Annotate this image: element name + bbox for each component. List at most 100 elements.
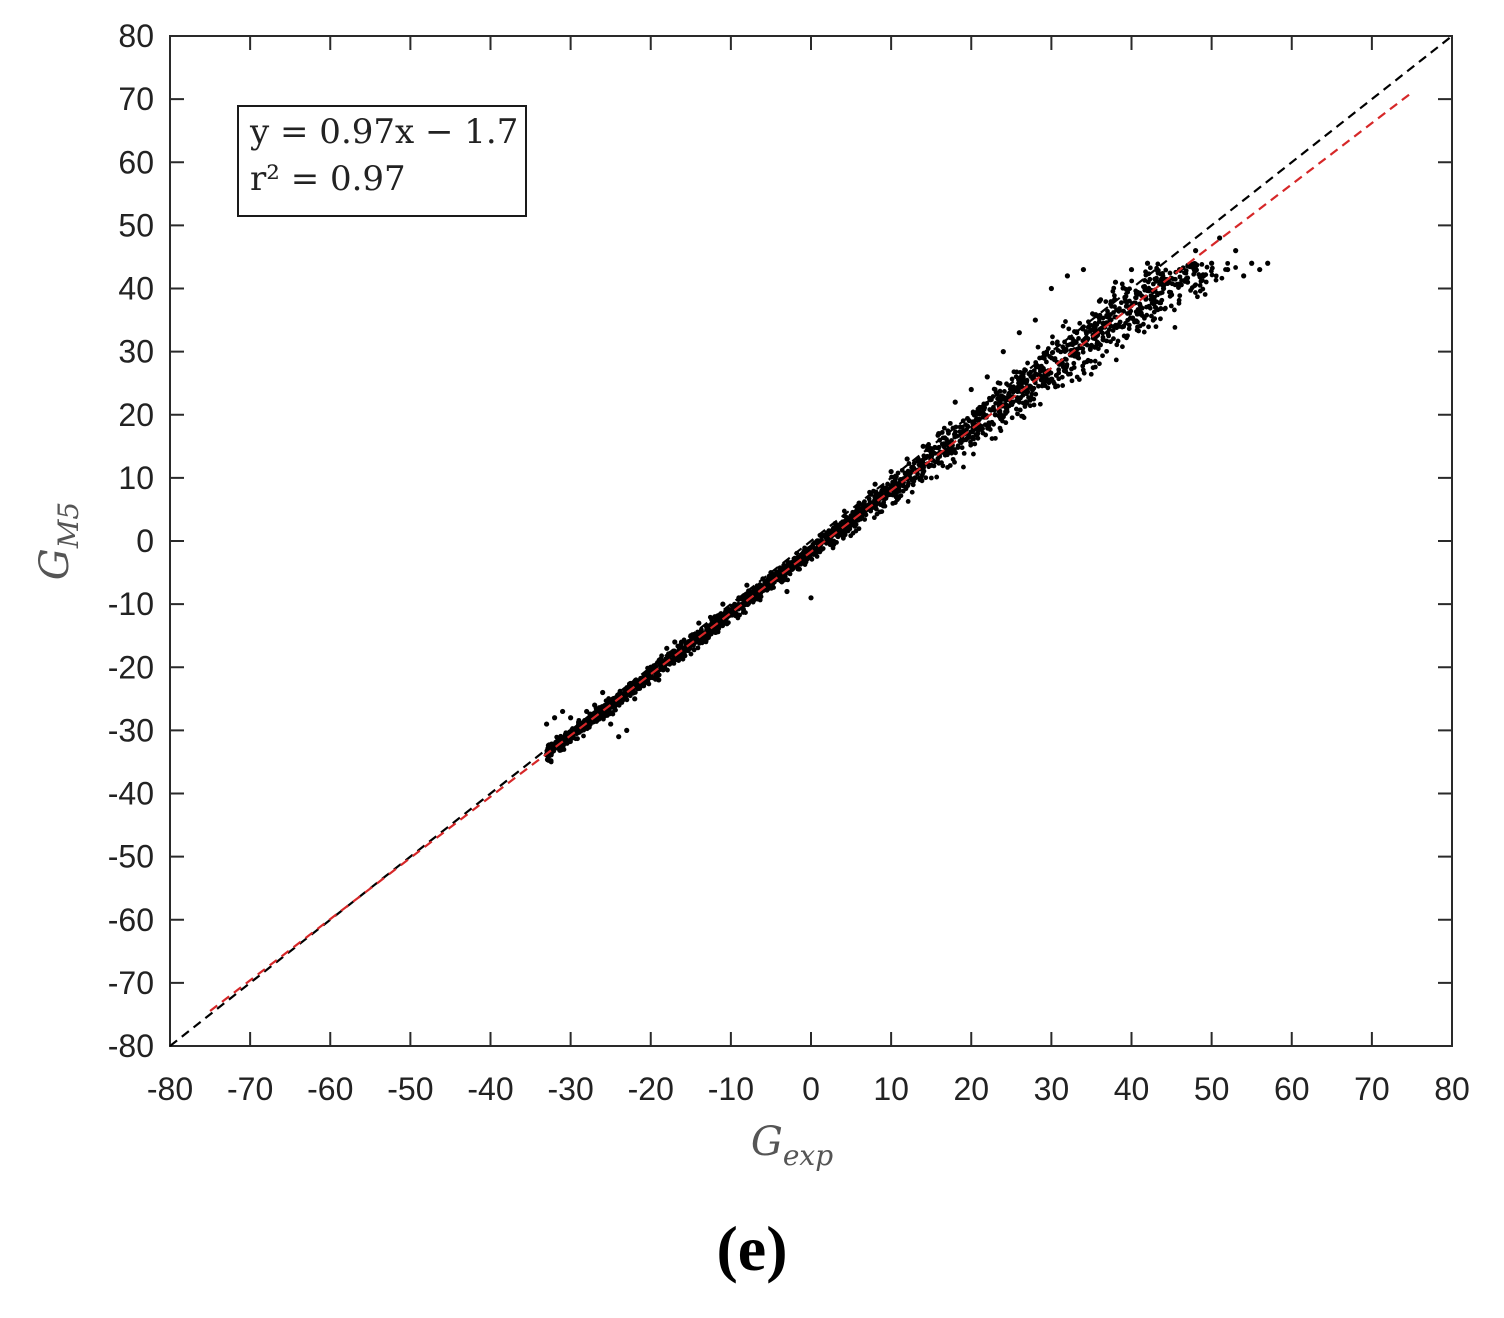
x-tick-labels: -80 -70 -60 -50 -40 -30 -20 -10 0 10 20 30 40 50 60 70 8…: [147, 1071, 1470, 1107]
scatter-point: [784, 562, 790, 568]
scatter-point: [1123, 303, 1129, 309]
scatter-point: [1093, 312, 1099, 317]
scatter-point: [910, 466, 916, 472]
scatter-point: [851, 519, 856, 525]
scatter-point: [935, 433, 941, 438]
scatter-point: [1076, 336, 1081, 341]
scatter-point: [1249, 260, 1255, 266]
scatter-point: [952, 399, 958, 405]
scatter-point: [885, 481, 890, 487]
scatter-point: [1003, 420, 1009, 426]
scatter-point: [1177, 274, 1183, 280]
scatter-point: [1056, 376, 1062, 382]
legend-box: y = 0.97x − 1.7 r² = 0.97: [237, 105, 527, 217]
scatter-point: [1191, 271, 1197, 277]
scatter-point: [1172, 276, 1178, 282]
scatter-point: [1088, 358, 1094, 364]
scatter-point: [1027, 403, 1033, 409]
scatter-point: [568, 715, 574, 721]
x-tick-label: 10: [873, 1071, 909, 1107]
scatter-point: [923, 475, 929, 481]
scatter-point: [957, 438, 963, 444]
scatter-point: [838, 532, 844, 538]
scatter-point: [1108, 317, 1114, 323]
scatter-point: [1060, 383, 1066, 388]
scatter-point: [968, 386, 974, 393]
scatter-point: [1146, 324, 1151, 330]
scatter-point: [850, 530, 856, 536]
scatter-point: [1202, 292, 1208, 297]
x-tick-label: 70: [1354, 1071, 1390, 1107]
scatter-point: [573, 736, 579, 742]
scatter-point: [576, 717, 582, 723]
scatter-point: [1000, 349, 1006, 355]
scatter-point: [1132, 319, 1137, 325]
scatter-point: [1133, 295, 1139, 301]
scatter-point: [1140, 321, 1146, 327]
scatter-point: [713, 629, 719, 635]
scatter-point: [1144, 312, 1150, 318]
scatter-point: [1013, 388, 1019, 394]
scatter-point: [560, 708, 566, 715]
scatter-point: [1104, 348, 1110, 354]
scatter-point: [997, 398, 1003, 404]
scatter-point: [604, 713, 610, 718]
scatter-point: [971, 436, 977, 442]
x-tick-label: -80: [147, 1071, 193, 1107]
scatter-point: [813, 550, 819, 556]
scatter-point: [1133, 291, 1139, 297]
scatter-point: [1028, 384, 1034, 390]
x-tick-label: -40: [467, 1071, 513, 1107]
scatter-point: [895, 470, 901, 476]
scatter-point: [1031, 373, 1037, 379]
scatter-point: [1223, 267, 1228, 272]
scatter-point: [774, 569, 779, 575]
scatter-point: [1184, 275, 1189, 281]
scatter-point: [1100, 315, 1106, 321]
y-tick-label: -20: [108, 649, 154, 685]
scatter-point: [997, 410, 1003, 416]
scatter-point: [720, 601, 726, 607]
scatter-point: [1155, 270, 1161, 276]
scatter-point: [1193, 282, 1199, 288]
scatter-point: [1183, 270, 1189, 276]
scatter-point: [1151, 309, 1157, 315]
scatter-point: [1074, 346, 1080, 352]
scatter-point: [1023, 367, 1028, 373]
scatter-point: [703, 639, 709, 645]
scatter-point: [897, 480, 903, 485]
x-tick-label: -20: [628, 1071, 674, 1107]
scatter-point: [1151, 301, 1157, 307]
y-tick-label: 10: [118, 460, 154, 496]
scatter-point: [856, 526, 862, 532]
scatter-point: [764, 587, 770, 593]
scatter-point: [931, 463, 937, 469]
scatter-point: [859, 509, 865, 514]
scatter-point: [941, 425, 947, 431]
scatter-point: [1144, 304, 1149, 310]
scatter-point: [1085, 336, 1091, 342]
scatter-point: [1195, 294, 1200, 300]
scatter-point: [766, 573, 772, 579]
scatter-point: [879, 509, 885, 515]
scatter-point: [906, 461, 912, 466]
scatter-point: [1015, 411, 1020, 417]
x-tick-label: 50: [1194, 1071, 1230, 1107]
scatter-point: [964, 427, 969, 432]
scatter-point: [1127, 298, 1132, 304]
scatter-point: [983, 432, 989, 438]
scatter-point: [1075, 351, 1081, 357]
scatter-point: [1113, 357, 1119, 363]
scatter-point: [1100, 353, 1105, 359]
scatter-point: [1013, 406, 1019, 412]
y-tick-labels: 80 70 60 50 40 30 20 10 0 -10 -20 -30 -40 -50 -60 -70 -8…: [108, 18, 154, 1064]
scatter-point: [1139, 313, 1145, 318]
scatter-point: [1265, 260, 1271, 266]
scatter-point: [1017, 407, 1023, 413]
scatter-point: [973, 417, 979, 423]
scatter-point: [1125, 333, 1130, 339]
scatter-point: [718, 611, 724, 616]
scatter-point: [562, 740, 568, 746]
scatter-point: [1141, 329, 1147, 335]
scatter-point: [1147, 276, 1153, 282]
